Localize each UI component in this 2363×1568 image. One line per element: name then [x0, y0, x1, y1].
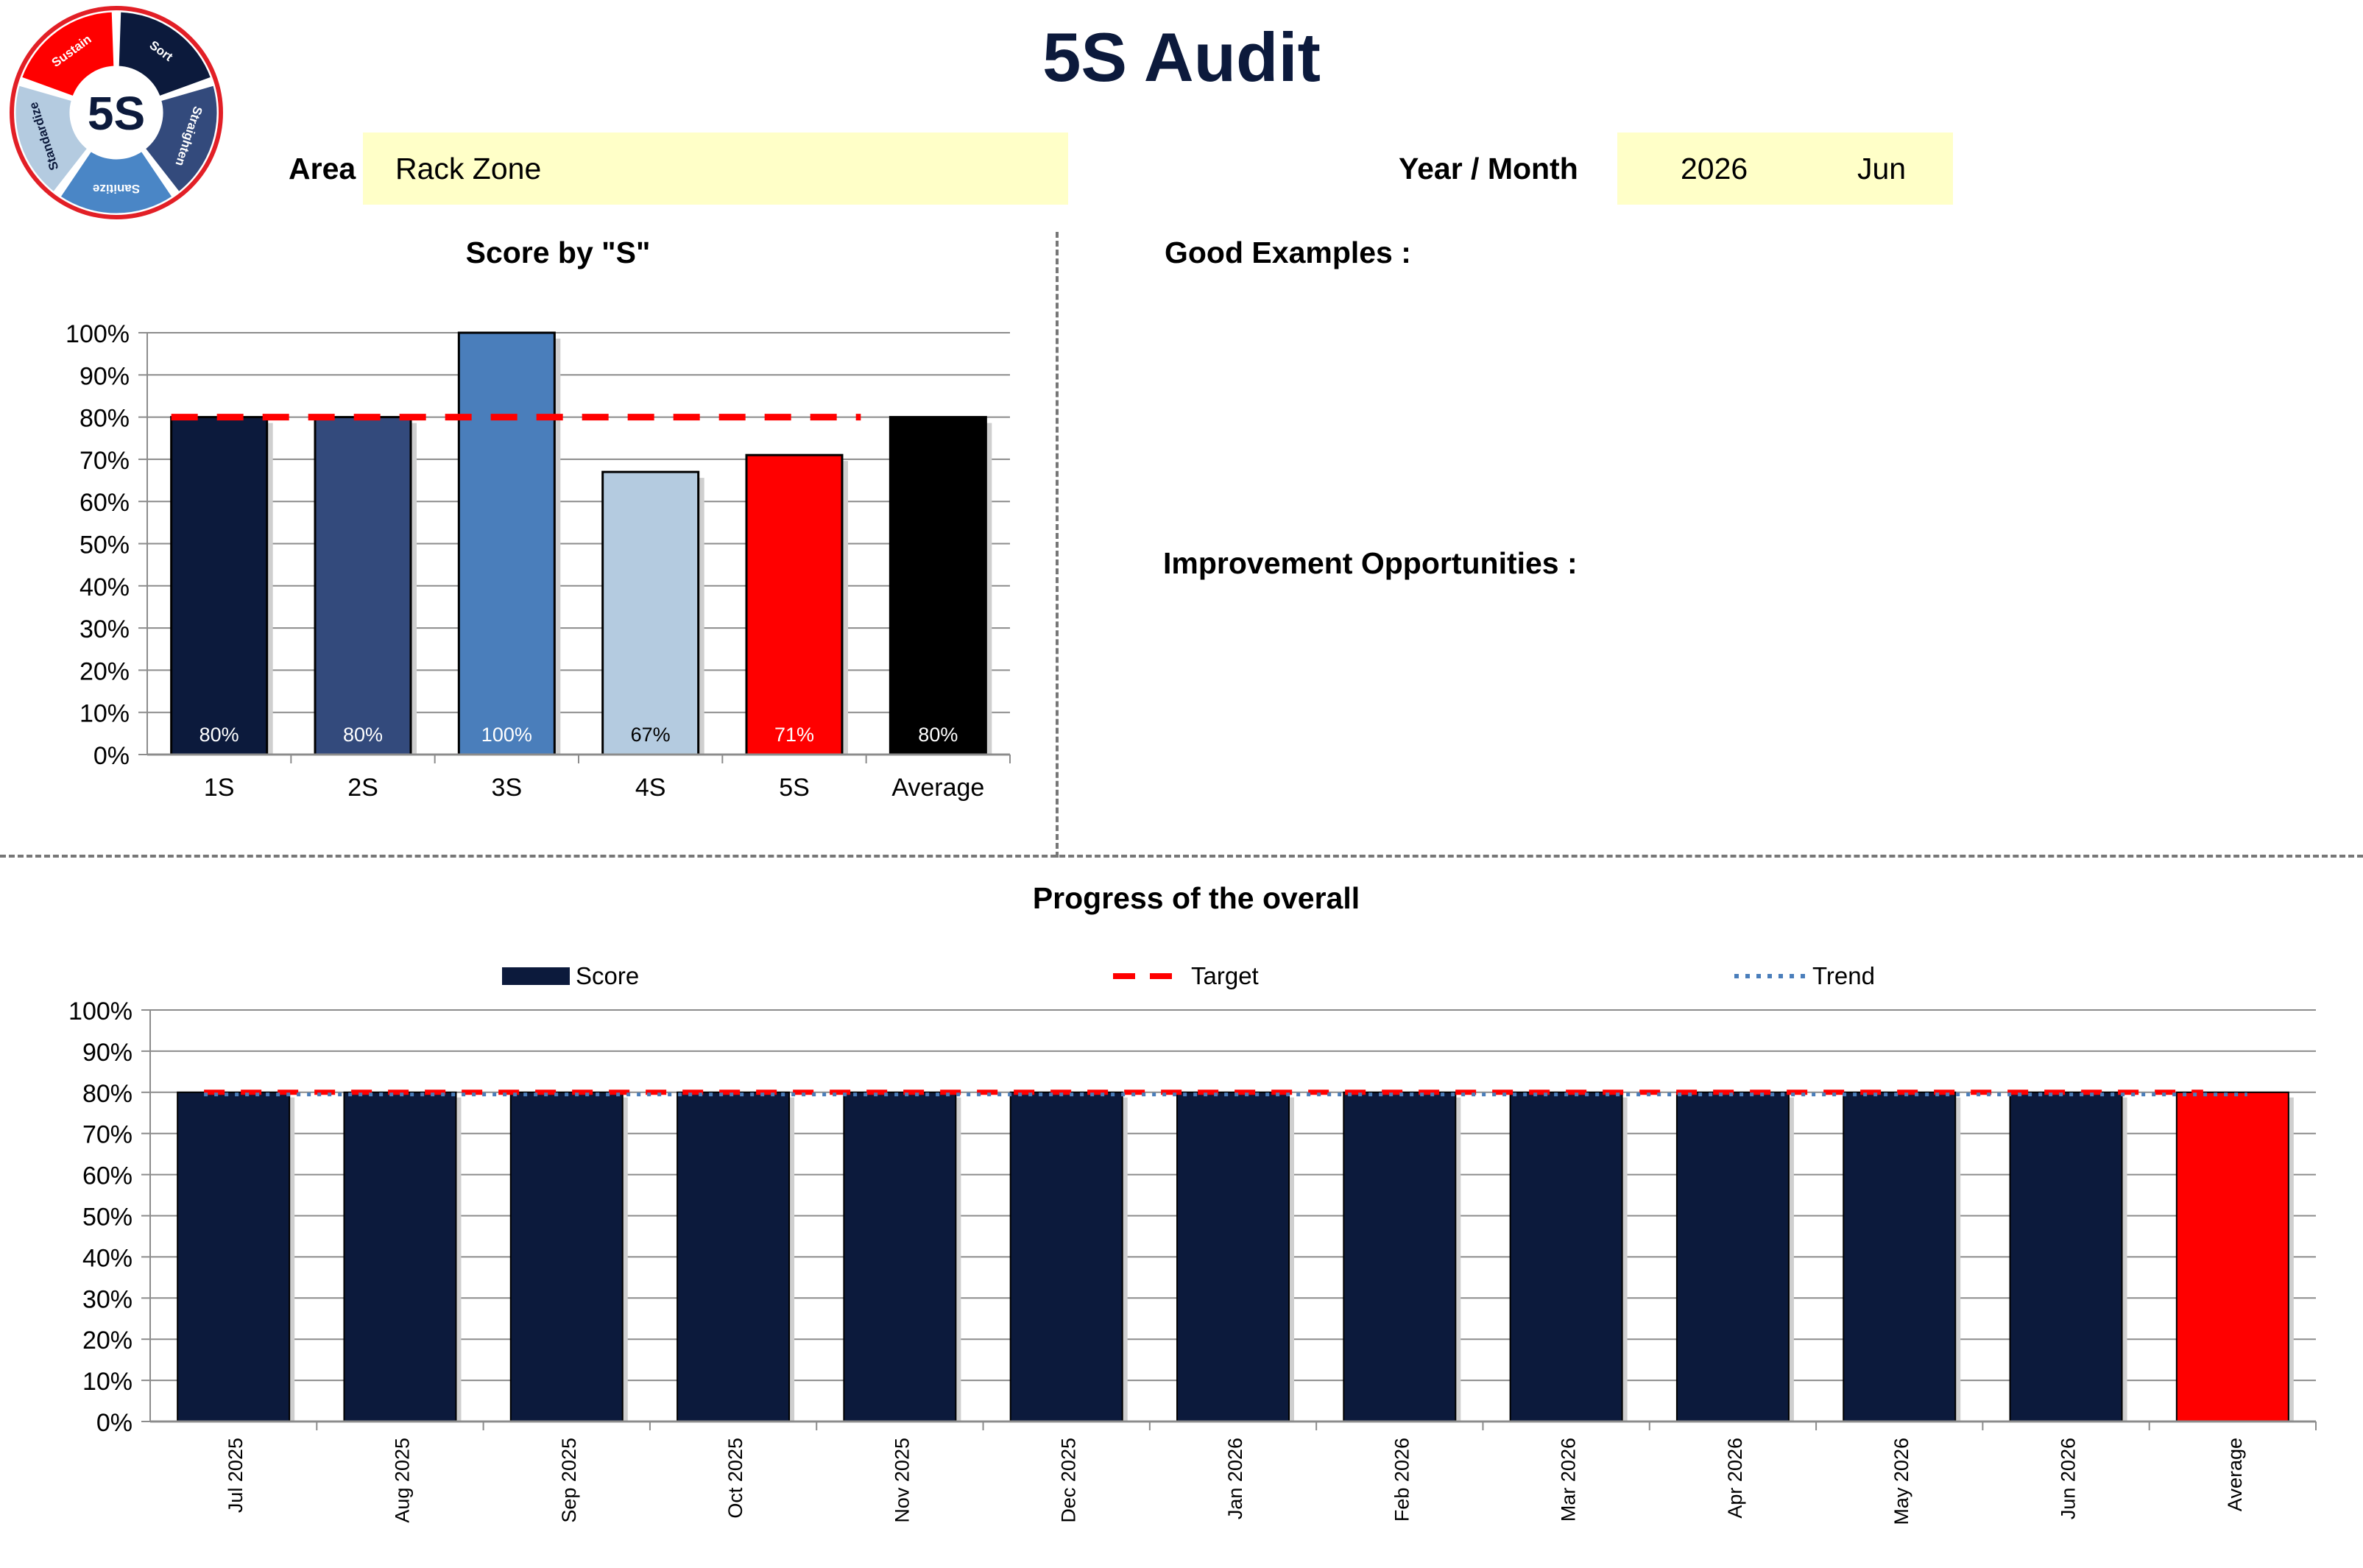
y-tick-label: 40% [82, 1244, 133, 1272]
5s-logo: 5S SortStraightenSanitizeStandardizeSust… [10, 6, 223, 219]
y-tick-label: 50% [80, 532, 130, 559]
month-value: Jun [1857, 152, 1907, 186]
logo-segment [13, 83, 90, 194]
score-bar [2175, 1091, 2289, 1423]
y-tick-label: 40% [80, 573, 130, 601]
area-value: Rack Zone [395, 152, 542, 186]
score-bar [843, 1091, 957, 1423]
data-label: 67% [631, 724, 671, 746]
good-examples-label: Good Examples : [1165, 236, 1411, 269]
year-month-label: Year / Month [1399, 152, 1578, 186]
y-tick-label: 100% [68, 997, 133, 1025]
logo-segment [116, 10, 213, 99]
x-tick-label: Mar 2026 [1558, 1438, 1580, 1522]
x-tick-label: 1S [204, 774, 235, 802]
bar-1s [170, 416, 269, 756]
logo-segment [19, 10, 116, 99]
area-field[interactable]: Rack Zone [363, 133, 1068, 205]
improvement-opportunities-label: Improvement Opportunities : [1163, 546, 1578, 580]
y-tick-label: 100% [66, 320, 130, 348]
y-tick-label: 20% [80, 657, 130, 685]
bar-4s [601, 470, 700, 756]
logo-segment-label: Sanitize [93, 182, 140, 196]
logo-center-text: 5S [88, 87, 145, 140]
x-tick-label: Jan 2026 [1224, 1438, 1246, 1519]
year-value: 2026 [1681, 152, 1748, 186]
score-bar [1843, 1091, 1957, 1423]
y-tick-label: 0% [96, 1409, 133, 1437]
x-tick-label: Sep 2025 [558, 1438, 580, 1523]
score-bar [1509, 1091, 1623, 1423]
y-tick-label: 80% [80, 405, 130, 433]
logo-ring [10, 6, 223, 219]
horizontal-divider [0, 855, 2363, 858]
bar-2s [314, 416, 412, 756]
x-tick-label: Dec 2025 [1058, 1438, 1080, 1523]
y-tick-label: 60% [80, 489, 130, 517]
legend: Score Target Trend [502, 962, 1875, 989]
logo-segment [143, 83, 219, 194]
data-label: 80% [918, 724, 958, 746]
legend-target-label: Target [1191, 962, 1259, 989]
x-tick-label: Oct 2025 [724, 1438, 746, 1519]
area-label: Area [289, 152, 356, 186]
x-tick-label: 5S [779, 774, 810, 802]
y-tick-label: 80% [82, 1080, 133, 1108]
score-bar [677, 1091, 791, 1423]
y-tick-label: 90% [80, 362, 130, 390]
chart-progress-overall: 0% 10% 20% 30% 40% 50% 60% 70% 80% 90% 100% Jul 202… [68, 962, 2317, 1525]
y-tick-label: 10% [82, 1368, 133, 1396]
y-tick-label: 70% [82, 1121, 133, 1149]
data-label: 80% [199, 724, 239, 746]
chart-progress-title: Progress of the overall [1032, 881, 1360, 915]
logo-center [74, 70, 159, 155]
legend-score-label: Score [576, 962, 639, 989]
chart-score-by-s-title: Score by "S" [465, 236, 651, 269]
bar-average [889, 416, 987, 756]
vertical-divider [1056, 232, 1059, 858]
x-tick-label: May 2026 [1890, 1438, 1912, 1525]
x-tick-label: Average [891, 774, 984, 802]
y-tick-label: 70% [80, 447, 130, 475]
y-tick-label: 50% [82, 1204, 133, 1232]
y-tick-label: 20% [82, 1327, 133, 1355]
y-tick-label: 90% [82, 1039, 133, 1067]
x-tick-label: Average [2224, 1438, 2246, 1511]
page-title: 5S Audit [1042, 18, 1321, 96]
x-tick-label: Jul 2025 [225, 1438, 247, 1513]
chart-score-by-s: 0% 10% 20% 30% 40% 50% 60% 70% 80% 90% 100% 80% 1S 80… [66, 320, 1011, 802]
x-tick-label: 4S [635, 774, 666, 802]
bar-5s [745, 453, 844, 756]
bar-3s [457, 331, 556, 756]
y-tick-label: 30% [82, 1285, 133, 1313]
data-label: 71% [774, 724, 814, 746]
score-bar [509, 1091, 624, 1423]
x-tick-label: Feb 2026 [1391, 1438, 1413, 1522]
y-tick-label: 0% [93, 742, 130, 770]
y-tick-label: 10% [80, 700, 130, 728]
score-bar [1675, 1091, 1790, 1423]
score-bar [1176, 1091, 1290, 1423]
score-bar [343, 1091, 457, 1423]
logo-segment [57, 149, 175, 216]
x-tick-label: Apr 2026 [1724, 1438, 1746, 1519]
y-tick-label: 30% [80, 615, 130, 643]
x-tick-label: Aug 2025 [391, 1438, 413, 1523]
score-bar [1009, 1091, 1123, 1423]
score-bar [177, 1091, 291, 1423]
data-label: 100% [481, 724, 532, 746]
x-tick-label: 2S [347, 774, 378, 802]
year-month-field[interactable]: 2026 Jun [1617, 133, 1953, 205]
x-tick-label: Jun 2026 [2058, 1438, 2080, 1519]
x-tick-label: 3S [492, 774, 523, 802]
logo-cycle-icon [10, 6, 223, 219]
score-bar [2009, 1091, 2123, 1423]
data-label: 80% [343, 724, 383, 746]
y-tick-label: 60% [82, 1162, 133, 1190]
score-bar [1343, 1091, 1457, 1423]
legend-score-swatch [502, 967, 570, 985]
x-tick-label: Nov 2025 [891, 1438, 913, 1523]
legend-trend-label: Trend [1812, 962, 1875, 989]
